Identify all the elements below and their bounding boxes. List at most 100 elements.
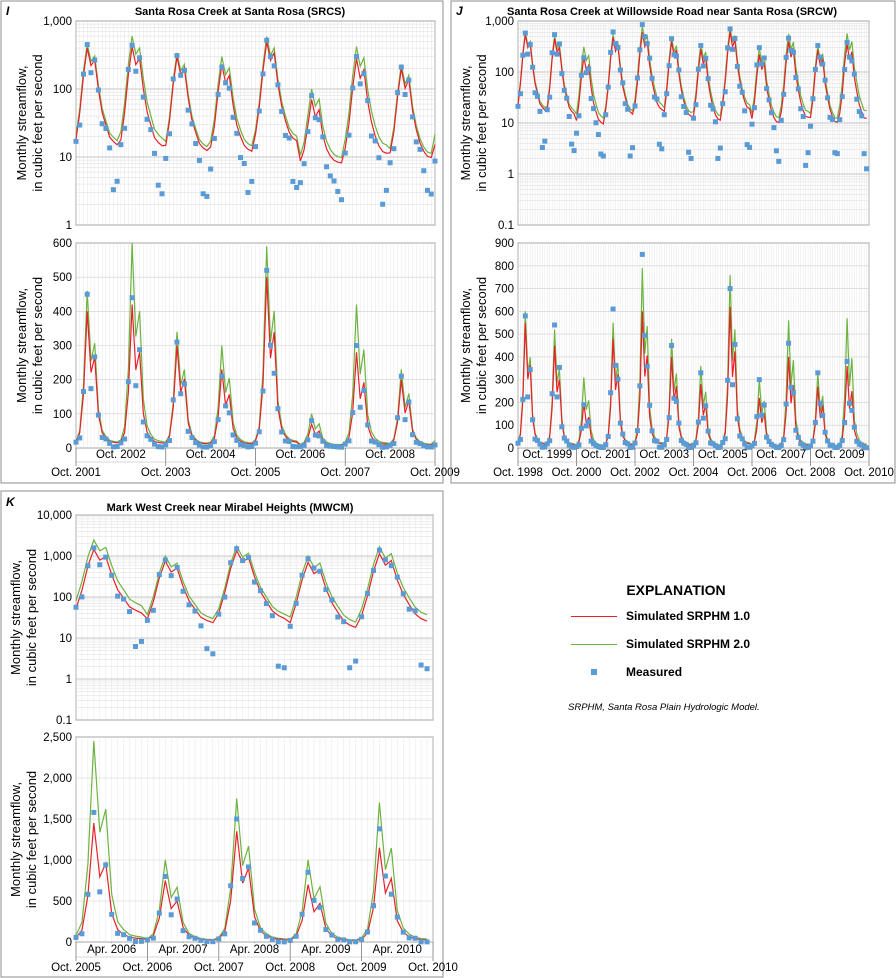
measured-point <box>600 444 606 450</box>
measured-point <box>825 438 831 444</box>
measured-point <box>515 103 521 109</box>
measured-point <box>186 602 192 608</box>
measured-point <box>138 638 144 644</box>
measured-point <box>260 388 266 394</box>
y-tick-label: 0.1 <box>56 715 72 727</box>
measured-point <box>84 42 90 48</box>
measured-point <box>181 67 187 73</box>
measured-point <box>620 80 626 86</box>
measured-point <box>610 306 616 312</box>
measured-point <box>256 108 262 114</box>
measured-point <box>593 120 599 126</box>
measured-point <box>788 384 794 390</box>
measured-point <box>673 399 679 405</box>
measured-point <box>245 189 251 195</box>
measured-point <box>759 61 765 67</box>
measured-point <box>800 114 806 120</box>
measured-point <box>783 401 789 407</box>
y-tick-label: 0 <box>66 937 72 949</box>
measured-point <box>85 891 91 897</box>
measured-point <box>382 557 388 563</box>
measured-point <box>817 54 823 60</box>
measured-point <box>140 94 146 100</box>
measured-point <box>525 394 531 400</box>
measured-point <box>129 42 135 48</box>
measured-point <box>661 442 667 448</box>
measured-point <box>717 145 723 151</box>
y-tick-label: 200 <box>495 397 514 409</box>
measured-point <box>144 617 150 623</box>
y-axis-label: in cubic feet per second <box>24 771 39 908</box>
measured-point <box>710 106 716 112</box>
measured-point <box>394 574 400 580</box>
y-axis-label: in cubic feet per second <box>474 277 489 414</box>
measured-point <box>380 201 386 207</box>
measured-point <box>223 80 229 86</box>
measured-point <box>365 422 371 428</box>
measured-point <box>238 442 244 448</box>
x-tick-label: Oct. 2006 <box>122 962 172 974</box>
y-axis-label: Monthly streamflow, <box>458 288 473 403</box>
measured-point <box>559 424 565 430</box>
measured-point <box>583 70 589 76</box>
measured-point <box>198 937 204 943</box>
measured-point <box>432 158 438 164</box>
measured-point <box>263 601 269 607</box>
measured-point <box>129 295 135 301</box>
measured-point <box>88 70 94 76</box>
measured-point <box>208 166 214 172</box>
measured-point <box>316 117 322 123</box>
legend-item-simulated-2: Simulated SRPHM 2.0 <box>568 634 828 654</box>
measured-point <box>732 341 738 347</box>
measured-point <box>413 439 419 445</box>
measured-point <box>720 101 726 107</box>
x-tick-label: Apr. 2007 <box>158 944 207 956</box>
measured-point <box>216 611 222 617</box>
measured-point <box>549 50 555 56</box>
measured-point <box>361 387 367 393</box>
measured-point <box>406 77 412 83</box>
measured-point <box>425 444 431 450</box>
measured-point <box>576 442 582 448</box>
measured-point <box>613 40 618 46</box>
measured-point <box>703 403 709 409</box>
measured-point <box>185 428 191 434</box>
x-tick-label: Oct. 1998 <box>493 467 543 479</box>
measured-point <box>192 935 198 941</box>
measured-point <box>620 431 626 437</box>
measured-point <box>339 444 345 450</box>
x-tick-label: Oct. 2007 <box>320 467 370 479</box>
measured-point <box>287 937 293 943</box>
measured-point <box>603 112 609 118</box>
measured-point <box>517 436 523 442</box>
measured-point <box>275 82 281 88</box>
measured-point <box>825 95 831 101</box>
measured-point <box>193 140 199 146</box>
x-axis-k: Oct. 2005 Apr. 2006 Oct. 2006 Apr. 2007 Oct.… <box>51 942 458 974</box>
measured-point <box>613 362 618 368</box>
measured-point <box>196 157 202 163</box>
measured-point <box>299 572 305 578</box>
measured-point <box>561 435 567 441</box>
measured-point <box>705 428 711 434</box>
measured-point <box>822 77 828 83</box>
measured-point <box>290 178 296 184</box>
measured-point <box>281 665 287 671</box>
measured-point <box>125 379 131 385</box>
measured-point <box>715 155 721 161</box>
y-tick-label: 500 <box>495 329 514 341</box>
measured-point <box>200 444 206 450</box>
measured-point <box>279 429 285 435</box>
measured-point <box>80 389 86 395</box>
measured-point <box>162 557 168 563</box>
measured-point <box>286 439 292 445</box>
measured-point <box>387 442 393 448</box>
measured-point <box>275 939 281 945</box>
measured-point <box>849 58 855 64</box>
measured-point <box>323 927 329 933</box>
measured-point <box>708 102 714 108</box>
measured-point <box>342 150 348 156</box>
x-tick-label: Oct. 2010 <box>844 467 894 479</box>
measured-point <box>644 363 650 369</box>
x-tick-label: Oct. 2008 <box>786 467 836 479</box>
